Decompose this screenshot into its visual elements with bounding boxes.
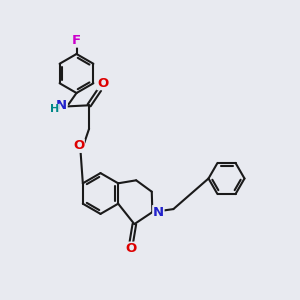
Text: O: O [73,139,84,152]
Text: O: O [125,242,136,255]
Text: O: O [97,76,108,90]
Text: N: N [56,99,67,112]
Text: N: N [153,206,164,219]
Text: H: H [50,104,59,115]
Text: F: F [72,34,81,47]
